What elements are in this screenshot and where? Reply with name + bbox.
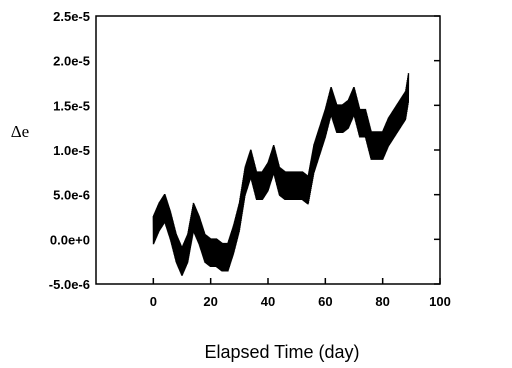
- x-axis-ticks: 0 20 40 60 80 100: [150, 278, 451, 309]
- y-axis-title: Δe: [11, 122, 29, 141]
- y-tick-label: 1.5e-5: [53, 98, 90, 113]
- x-axis-title: Elapsed Time (day): [204, 342, 359, 362]
- series-layer: [152, 73, 410, 276]
- x-tick-label: 20: [203, 294, 217, 309]
- x-tick-label: 40: [261, 294, 275, 309]
- x-tick-label: 100: [429, 294, 451, 309]
- plot-frame: [95, 15, 441, 285]
- x-tick-label: 0: [150, 294, 157, 309]
- y-tick-label: 1.0e-5: [53, 143, 90, 158]
- y-tick-label: -5.0e-6: [49, 277, 90, 292]
- x-tick-label: 60: [318, 294, 332, 309]
- x-tick-label: 80: [375, 294, 389, 309]
- y-tick-label: 2.5e-5: [53, 9, 90, 24]
- y-tick-label: 2.0e-5: [53, 54, 90, 69]
- y-axis-ticks: -5.0e-6 0.0e+0 5.0e-6 1.0e-5 1.5e-5 2.0e-5 2.5…: [49, 9, 440, 292]
- y-tick-label: 0.0e+0: [50, 232, 90, 247]
- y-tick-label: 5.0e-6: [53, 188, 90, 203]
- series-line: [152, 73, 410, 276]
